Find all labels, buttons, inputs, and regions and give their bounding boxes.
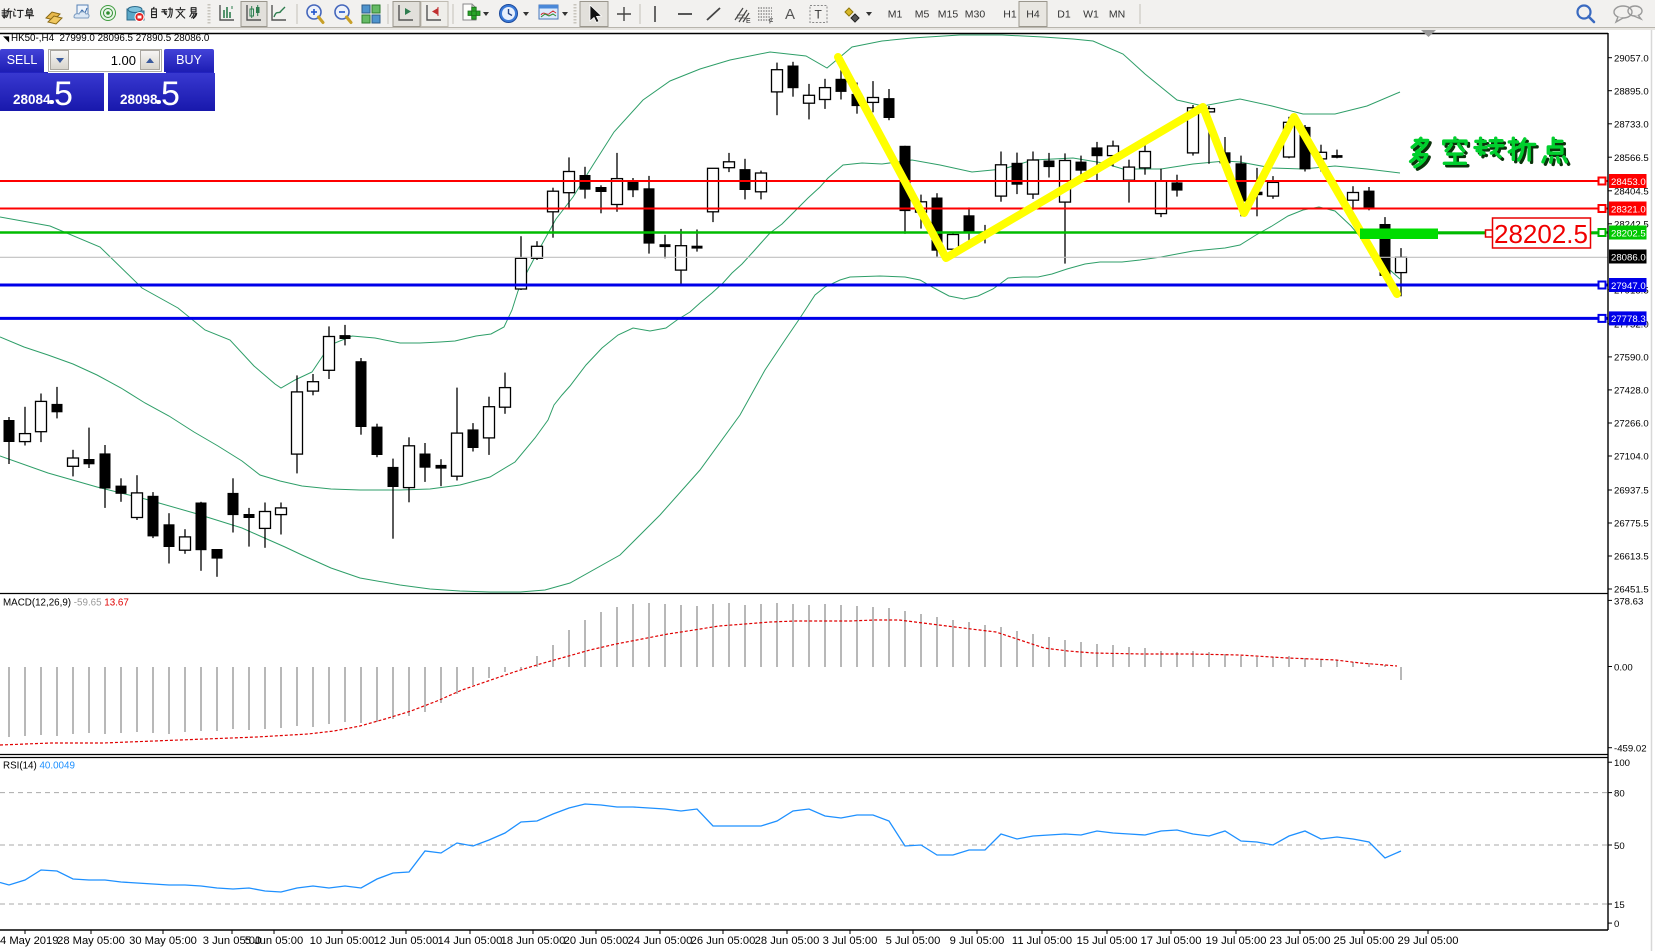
- svg-text:D1: D1: [1057, 9, 1071, 21]
- svg-text:10 Jun 05:00: 10 Jun 05:00: [310, 935, 375, 947]
- svg-text:M30: M30: [965, 9, 986, 21]
- svg-text:23 Jul 05:00: 23 Jul 05:00: [1270, 935, 1331, 947]
- svg-text:H1: H1: [1003, 9, 1017, 21]
- svg-text:3 Jun 05:00: 3 Jun 05:00: [203, 935, 261, 947]
- svg-text:15: 15: [1614, 900, 1625, 911]
- svg-text:28202.5: 28202.5: [1494, 219, 1588, 249]
- svg-text:W1: W1: [1083, 9, 1099, 21]
- svg-text:MN: MN: [1109, 9, 1125, 21]
- svg-text:3 Jul 05:00: 3 Jul 05:00: [823, 935, 878, 947]
- svg-text:30 May 05:00: 30 May 05:00: [129, 935, 197, 947]
- svg-text:0: 0: [1614, 919, 1619, 930]
- svg-text:RSI(14) 40.0049: RSI(14) 40.0049: [3, 761, 75, 772]
- svg-text:26 Jun 05:00: 26 Jun 05:00: [691, 935, 756, 947]
- svg-text:28895.0: 28895.0: [1614, 86, 1649, 97]
- svg-text:H4: H4: [1026, 9, 1040, 21]
- svg-text:27428.0: 27428.0: [1614, 386, 1649, 397]
- svg-text:50: 50: [1614, 841, 1625, 852]
- svg-text:28566.5: 28566.5: [1614, 153, 1649, 164]
- svg-text:27590.0: 27590.0: [1614, 353, 1649, 364]
- svg-text:27104.0: 27104.0: [1614, 452, 1649, 463]
- svg-text:26937.5: 26937.5: [1614, 486, 1649, 497]
- svg-text:HK50-,H4 27999.0 28096.5 2789: HK50-,H4 27999.0 28096.5 27890.5 28086.0: [11, 33, 210, 44]
- svg-text:MACD(12,26,9) -59.65 13.67: MACD(12,26,9) -59.65 13.67: [3, 598, 129, 609]
- svg-text:-459.02: -459.02: [1614, 744, 1647, 755]
- svg-text:18 Jun 05:00: 18 Jun 05:00: [501, 935, 566, 947]
- svg-text:28086.0: 28086.0: [1611, 252, 1646, 263]
- svg-text:14 Jun 05:00: 14 Jun 05:00: [438, 935, 503, 947]
- svg-text:28453.0: 28453.0: [1611, 177, 1646, 188]
- svg-text:28733.0: 28733.0: [1614, 119, 1649, 130]
- svg-text:5 Jun 05:00: 5 Jun 05:00: [245, 935, 303, 947]
- svg-text:E: E: [746, 18, 751, 25]
- svg-text:26451.5: 26451.5: [1614, 585, 1649, 596]
- svg-text:28321.0: 28321.0: [1611, 204, 1646, 215]
- svg-text:28242.5: 28242.5: [1614, 219, 1649, 230]
- svg-text:5 Jul 05:00: 5 Jul 05:00: [886, 935, 941, 947]
- svg-text:378.63: 378.63: [1614, 596, 1643, 607]
- svg-text:24 Jun 05:00: 24 Jun 05:00: [628, 935, 693, 947]
- svg-text:27266.0: 27266.0: [1614, 419, 1649, 430]
- svg-text:80: 80: [1614, 789, 1625, 800]
- svg-text:28202.5: 28202.5: [1611, 228, 1646, 239]
- svg-text:M1: M1: [888, 9, 903, 21]
- svg-text:M15: M15: [938, 9, 959, 21]
- svg-text:29057.0: 29057.0: [1614, 53, 1649, 64]
- svg-text:4 May 2019: 4 May 2019: [0, 935, 58, 947]
- svg-text:26775.5: 26775.5: [1614, 519, 1649, 530]
- svg-text:28 Jun 05:00: 28 Jun 05:00: [755, 935, 820, 947]
- svg-text:20 Jun 05:00: 20 Jun 05:00: [564, 935, 629, 947]
- svg-text:F: F: [769, 19, 773, 26]
- svg-text:100: 100: [1614, 758, 1630, 769]
- svg-text:19 Jul 05:00: 19 Jul 05:00: [1206, 935, 1267, 947]
- svg-text:25 Jul 05:00: 25 Jul 05:00: [1334, 935, 1395, 947]
- svg-text:28404.5: 28404.5: [1614, 186, 1649, 197]
- svg-text:11 Jul 05:00: 11 Jul 05:00: [1012, 935, 1072, 947]
- svg-text:15 Jul 05:00: 15 Jul 05:00: [1077, 935, 1138, 947]
- svg-text:17 Jul 05:00: 17 Jul 05:00: [1141, 935, 1202, 947]
- svg-text:A: A: [785, 6, 795, 23]
- svg-text:28 May 05:00: 28 May 05:00: [57, 935, 125, 947]
- svg-text:26613.5: 26613.5: [1614, 552, 1649, 563]
- svg-text:◥: ◥: [3, 35, 10, 44]
- svg-text:29 Jul 05:00: 29 Jul 05:00: [1398, 935, 1459, 947]
- svg-text:M5: M5: [915, 9, 930, 21]
- svg-text:9 Jul 05:00: 9 Jul 05:00: [950, 935, 1005, 947]
- svg-text:12 Jun 05:00: 12 Jun 05:00: [374, 935, 439, 947]
- svg-text:27778.3: 27778.3: [1611, 314, 1646, 325]
- svg-text:0.00: 0.00: [1614, 663, 1633, 674]
- svg-text:T: T: [815, 8, 823, 22]
- svg-text:27947.0: 27947.0: [1611, 281, 1646, 292]
